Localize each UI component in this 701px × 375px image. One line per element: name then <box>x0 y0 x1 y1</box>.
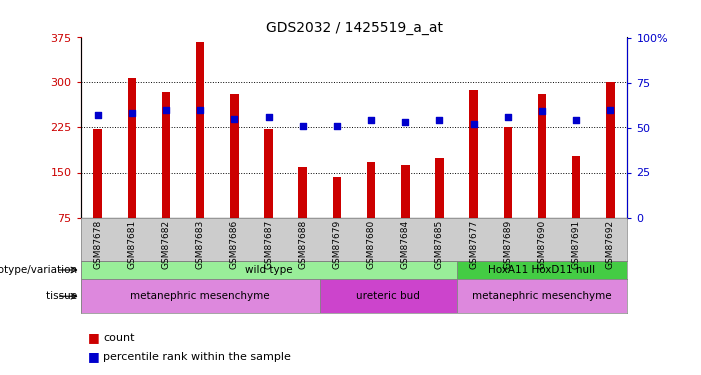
Bar <box>503 128 512 218</box>
Text: metanephric mesenchyme: metanephric mesenchyme <box>130 291 270 301</box>
Bar <box>81 279 320 313</box>
Text: wild type: wild type <box>245 265 292 275</box>
Point <box>400 119 411 125</box>
Text: ureteric bud: ureteric bud <box>356 291 420 301</box>
Point <box>605 106 616 112</box>
Bar <box>320 279 456 313</box>
Point <box>126 110 137 116</box>
Text: GSM87689: GSM87689 <box>503 220 512 269</box>
Text: GSM87677: GSM87677 <box>469 220 478 269</box>
Point <box>434 117 445 123</box>
Text: GSM87685: GSM87685 <box>435 220 444 269</box>
Point <box>229 116 240 122</box>
Bar <box>538 94 546 218</box>
Bar <box>367 162 375 218</box>
Bar <box>333 177 341 218</box>
Text: GSM87687: GSM87687 <box>264 220 273 269</box>
Point <box>571 117 582 123</box>
Text: ■: ■ <box>88 331 100 344</box>
Bar <box>435 158 444 218</box>
Text: GSM87686: GSM87686 <box>230 220 239 269</box>
Text: GSM87684: GSM87684 <box>401 220 410 269</box>
Point <box>332 123 343 129</box>
Bar <box>572 156 580 218</box>
Text: GSM87688: GSM87688 <box>298 220 307 269</box>
Text: HoxA11 HoxD11 null: HoxA11 HoxD11 null <box>489 265 596 275</box>
Bar <box>606 82 615 218</box>
Text: tissue: tissue <box>46 291 81 301</box>
Text: GSM87691: GSM87691 <box>571 220 580 269</box>
Bar <box>456 261 627 279</box>
Bar <box>93 129 102 218</box>
Point <box>536 108 547 114</box>
Text: GSM87678: GSM87678 <box>93 220 102 269</box>
Text: GSM87683: GSM87683 <box>196 220 205 269</box>
Bar <box>196 42 205 218</box>
Point <box>161 106 172 112</box>
Bar <box>128 78 136 218</box>
Point <box>263 114 274 120</box>
Bar <box>470 90 478 218</box>
Bar <box>81 261 456 279</box>
Bar <box>299 166 307 218</box>
Point <box>468 121 479 127</box>
Text: genotype/variation: genotype/variation <box>0 265 81 275</box>
Point <box>195 106 206 112</box>
Bar <box>401 165 409 218</box>
Point <box>502 114 513 120</box>
Text: GSM87681: GSM87681 <box>128 220 137 269</box>
Bar <box>162 92 170 218</box>
Text: count: count <box>103 333 135 343</box>
Title: GDS2032 / 1425519_a_at: GDS2032 / 1425519_a_at <box>266 21 442 35</box>
Text: metanephric mesenchyme: metanephric mesenchyme <box>472 291 612 301</box>
Text: GSM87682: GSM87682 <box>161 220 170 269</box>
Text: ■: ■ <box>88 350 100 363</box>
Bar <box>230 94 238 218</box>
Point <box>92 112 103 118</box>
Point <box>297 123 308 129</box>
Text: GSM87692: GSM87692 <box>606 220 615 269</box>
Point <box>365 117 376 123</box>
Bar <box>264 129 273 218</box>
Text: GSM87690: GSM87690 <box>538 220 547 269</box>
Text: GSM87680: GSM87680 <box>367 220 376 269</box>
Text: GSM87679: GSM87679 <box>332 220 341 269</box>
Text: percentile rank within the sample: percentile rank within the sample <box>103 352 291 362</box>
Bar <box>456 279 627 313</box>
